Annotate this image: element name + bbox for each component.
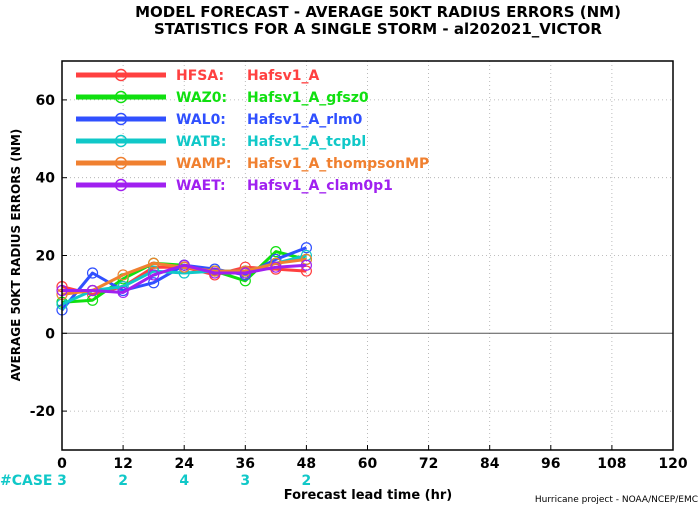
data-point — [117, 269, 129, 281]
case-count: 3 — [57, 473, 67, 489]
data-point — [86, 267, 99, 279]
chart-subtitle: STATISTICS FOR A SINGLE STORM - al202021… — [154, 20, 602, 38]
series-line — [61, 257, 307, 296]
case-count: 2 — [302, 473, 312, 489]
data-point — [148, 269, 160, 281]
y-axis-ticks: -20 0 20 40 60 — [30, 93, 67, 420]
data-point — [209, 267, 221, 279]
chart-title: MODEL FORECAST - AVERAGE 50KT RADIUS ERR… — [135, 3, 621, 21]
x-axis-ticks: 0 12 24 36 48 60 72 84 96 108 120 — [57, 445, 688, 472]
legend-label: Hafsv1_A_thompsonMP — [247, 156, 429, 172]
x-tick-label: 72 — [419, 456, 438, 472]
legend-marker — [114, 134, 128, 148]
grid — [62, 61, 673, 450]
legend-marker — [114, 90, 128, 104]
case-count: 4 — [179, 473, 189, 489]
series-5 — [56, 259, 312, 299]
x-tick-label: 120 — [658, 456, 687, 472]
x-tick-label: 60 — [358, 456, 378, 472]
data-point — [239, 267, 251, 279]
y-axis-label: AVERAGE 50KT RADIUS ERRORS (NM) — [9, 129, 23, 381]
legend-item: HFSA: Hafsv1_A — [76, 68, 319, 84]
y-tick-label: 40 — [36, 171, 56, 187]
legend-code: HFSA: — [176, 68, 224, 84]
legend-marker — [114, 156, 128, 170]
case-label: #CASE — [0, 473, 53, 489]
x-tick-label: 96 — [541, 456, 560, 472]
y-tick-label: 20 — [36, 249, 56, 265]
legend-item: WAET: Hafsv1_A_clam0p1 — [76, 178, 393, 194]
legend-marker — [114, 68, 128, 82]
x-tick-label: 48 — [297, 456, 316, 472]
legend-label: Hafsv1_A — [247, 68, 319, 84]
data-point — [270, 261, 282, 273]
legend-label: Hafsv1_A_gfsz0 — [247, 90, 369, 106]
legend-item: WAL0: Hafsv1_A_rlm0 — [76, 112, 363, 128]
case-count: 3 — [240, 473, 250, 489]
case-count: 2 — [118, 473, 128, 489]
data-point — [270, 246, 282, 258]
data-point — [178, 259, 190, 271]
legend: HFSA: Hafsv1_A WAZ0: Hafsv1_A_gfsz0 WAL0: Haf… — [76, 68, 429, 194]
legend-code: WATB: — [176, 134, 226, 150]
legend-label: Hafsv1_A_tcpbl — [247, 134, 366, 150]
data-point — [148, 277, 160, 289]
legend-label: Hafsv1_A_clam0p1 — [247, 178, 393, 194]
series-group — [56, 242, 312, 316]
x-axis-label: Forecast lead time (hr) — [284, 488, 452, 503]
legend-label: Hafsv1_A_rlm0 — [247, 112, 363, 128]
data-point — [300, 242, 312, 254]
data-point — [86, 284, 99, 297]
legend-marker — [114, 178, 128, 192]
legend-item: WAZ0: Hafsv1_A_gfsz0 — [76, 90, 369, 106]
legend-marker — [114, 112, 128, 126]
legend-code: WAL0: — [176, 112, 226, 128]
y-tick-label: -20 — [30, 404, 56, 420]
case-counts: #CASE 3 2 4 3 2 — [0, 473, 311, 489]
data-point — [117, 286, 129, 299]
y-tick-label: 60 — [36, 93, 56, 109]
series-line — [62, 263, 307, 294]
y-tick-label: 0 — [45, 326, 55, 342]
x-tick-label: 36 — [236, 456, 255, 472]
legend-code: WAMP: — [176, 156, 231, 172]
legend-item: WATB: Hafsv1_A_tcpbl — [76, 134, 366, 150]
legend-item: WAMP: Hafsv1_A_thompsonMP — [76, 156, 429, 172]
x-tick-label: 12 — [113, 456, 132, 472]
x-tick-label: 24 — [174, 456, 194, 472]
x-tick-label: 84 — [480, 456, 500, 472]
legend-code: WAZ0: — [176, 90, 227, 106]
x-tick-label: 108 — [597, 456, 626, 472]
data-point — [300, 259, 312, 271]
legend-code: WAET: — [176, 178, 226, 194]
credit-text: Hurricane project - NOAA/NCEP/EMC — [535, 495, 698, 505]
data-point — [148, 257, 160, 269]
data-point — [300, 253, 312, 265]
x-tick-label: 0 — [57, 456, 67, 472]
